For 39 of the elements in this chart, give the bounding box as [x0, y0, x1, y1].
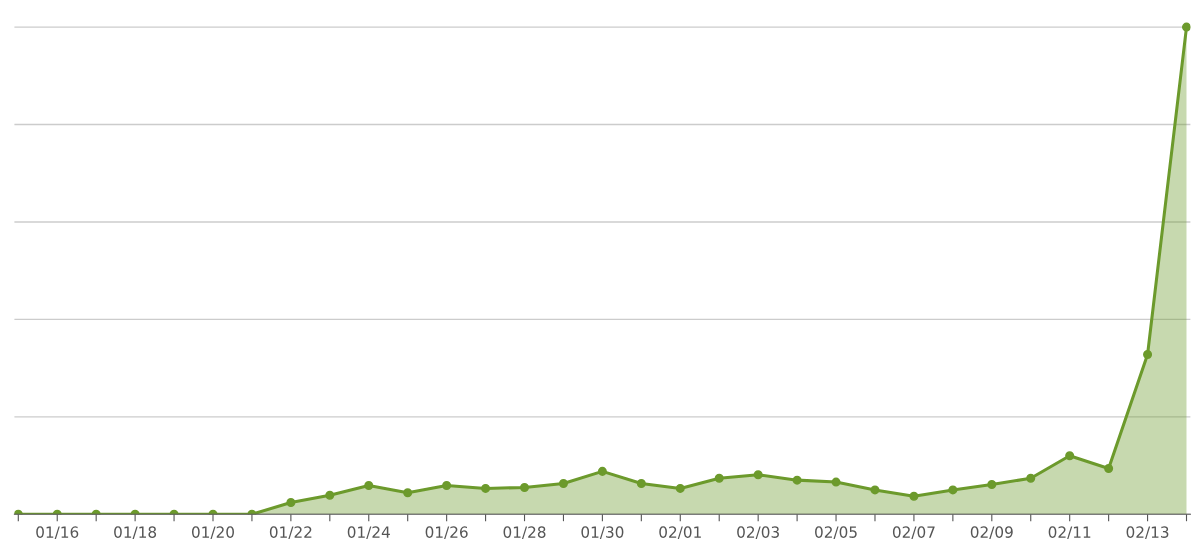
- x-tick-label: 01/20: [191, 526, 234, 540]
- point: [714, 473, 724, 483]
- x-tick-label: 01/26: [425, 526, 468, 540]
- x-tick-label: 02/09: [970, 526, 1013, 540]
- point: [1065, 451, 1075, 461]
- point: [1026, 473, 1036, 483]
- x-tick-label: 01/16: [36, 526, 79, 540]
- point: [792, 475, 802, 485]
- x-tick-label: 02/01: [659, 526, 701, 540]
- x-tick-label: 02/13: [1126, 526, 1169, 540]
- point: [597, 466, 607, 476]
- x-tick-label: 02/07: [892, 526, 935, 540]
- x-tick-label: 01/22: [269, 526, 312, 540]
- point: [636, 479, 646, 489]
- point: [520, 482, 530, 492]
- point: [870, 485, 880, 495]
- point: [948, 485, 958, 495]
- x-tick-label: 01/24: [347, 526, 390, 540]
- x-tick-label: 01/28: [503, 526, 546, 540]
- point: [364, 480, 374, 491]
- point: [909, 491, 919, 501]
- point: [1181, 22, 1191, 32]
- point: [753, 470, 763, 480]
- point: [403, 488, 413, 498]
- x-tick-label: 01/18: [114, 526, 157, 540]
- x-tick-label: 02/05: [815, 526, 857, 540]
- point: [558, 479, 568, 489]
- point: [1104, 463, 1114, 473]
- point: [442, 480, 452, 491]
- x-tick-label: 01/30: [581, 526, 624, 540]
- point: [987, 480, 997, 490]
- point: [481, 483, 491, 493]
- x-tick-label: 02/11: [1048, 526, 1091, 540]
- point: [286, 498, 296, 508]
- point: [1143, 349, 1153, 359]
- point: [325, 490, 335, 500]
- point: [675, 483, 685, 493]
- x-tick-label: 02/03: [737, 526, 779, 540]
- point: [831, 477, 841, 487]
